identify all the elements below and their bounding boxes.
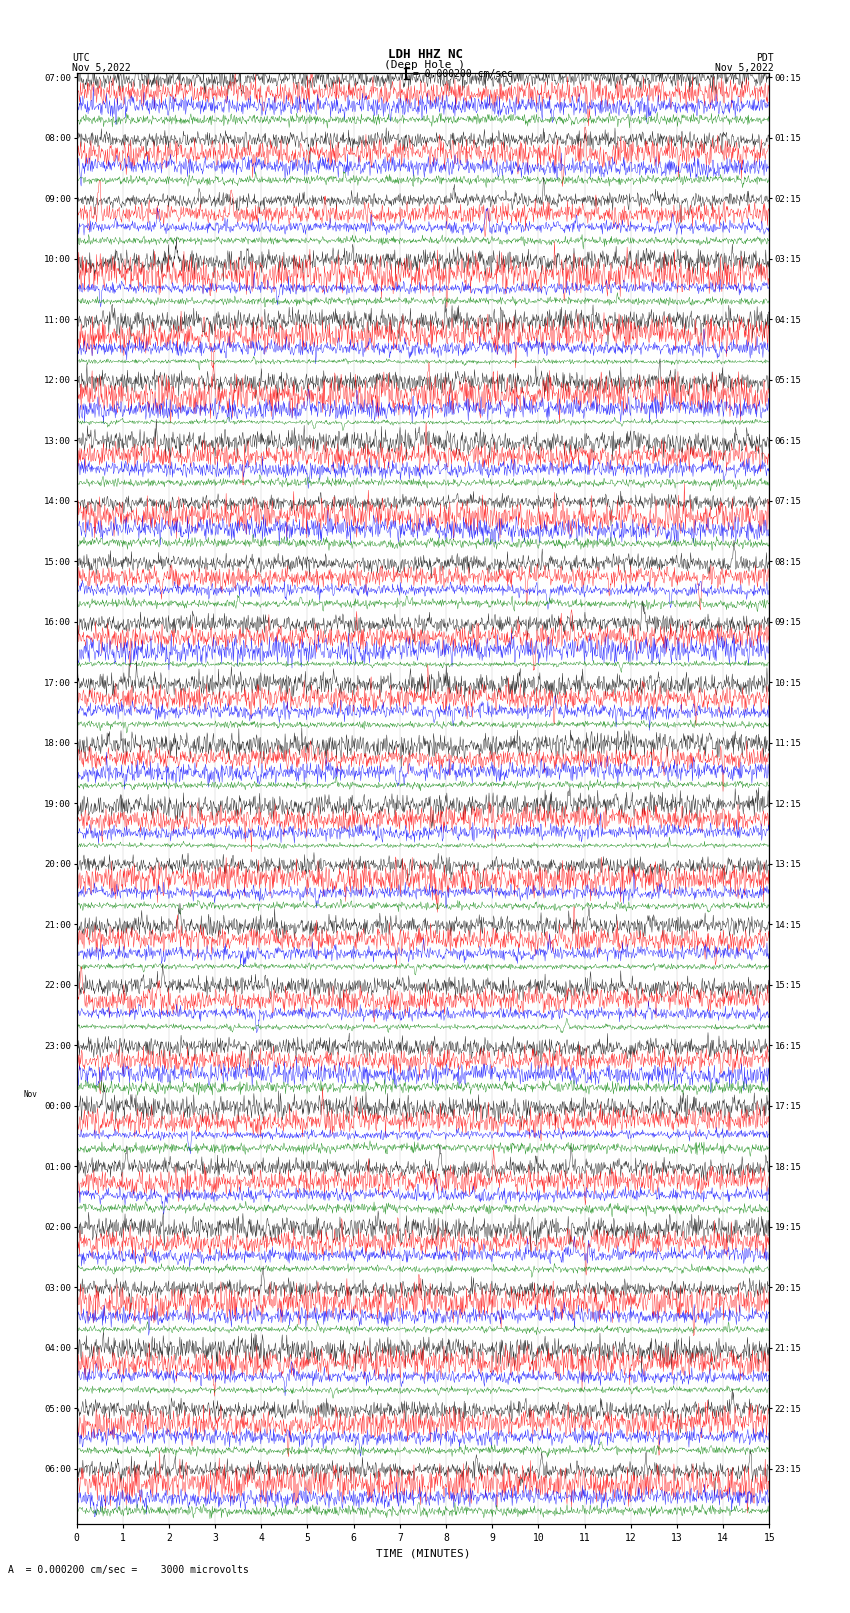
Text: Nov 5,2022: Nov 5,2022 <box>72 63 131 73</box>
Text: Nov: Nov <box>24 1090 37 1098</box>
Text: PDT: PDT <box>756 53 774 63</box>
Text: Nov 5,2022: Nov 5,2022 <box>715 63 774 73</box>
Text: UTC: UTC <box>72 53 90 63</box>
Text: LDH HHZ NC: LDH HHZ NC <box>388 48 462 61</box>
Text: A  = 0.000200 cm/sec =    3000 microvolts: A = 0.000200 cm/sec = 3000 microvolts <box>8 1565 249 1574</box>
X-axis label: TIME (MINUTES): TIME (MINUTES) <box>376 1548 470 1558</box>
Text: = 0.000200 cm/sec: = 0.000200 cm/sec <box>413 69 513 79</box>
Text: (Deep Hole ): (Deep Hole ) <box>384 60 466 69</box>
